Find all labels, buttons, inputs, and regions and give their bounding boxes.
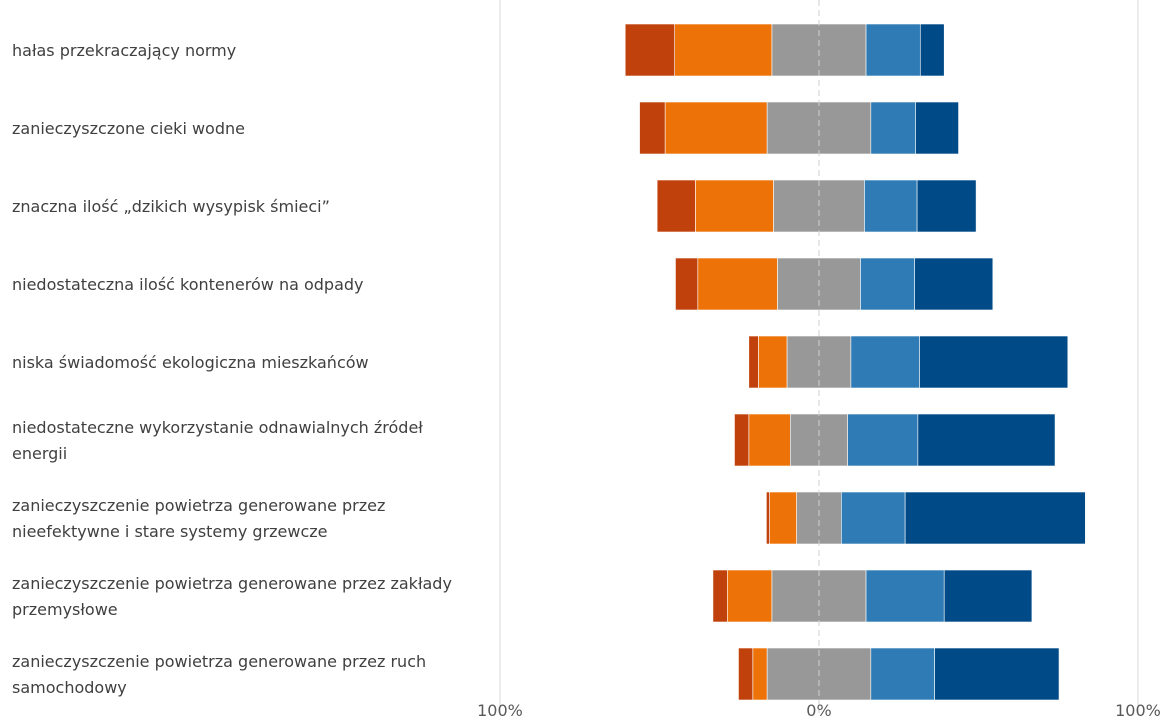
bar-row7-seg1 — [726, 569, 773, 623]
bar-row3-seg0 — [675, 257, 699, 311]
bar-row3-seg3 — [860, 257, 915, 311]
bar-row8-seg1 — [752, 647, 768, 701]
category-label-line: hałas przekraczający normy — [12, 41, 236, 60]
bar-row5-seg4 — [917, 413, 1056, 467]
bar-row2-seg4 — [916, 179, 977, 233]
bar-row2-seg0 — [656, 179, 696, 233]
category-label-line: przemysłowe — [12, 600, 118, 619]
x-tick-label: 100% — [477, 701, 523, 720]
bar-row1-seg0 — [639, 101, 666, 155]
category-label-line: zanieczyszczone cieki wodne — [12, 119, 245, 138]
bar-row1-seg4 — [915, 101, 959, 155]
category-label: hałas przekraczający normy — [12, 41, 236, 60]
bar-row1-seg3 — [870, 101, 916, 155]
bar-row0-seg4 — [919, 23, 945, 77]
category-labels: hałas przekraczający normy zanieczyszczon… — [12, 41, 452, 697]
bar-row1-seg1 — [664, 101, 768, 155]
bar-row7-seg0 — [712, 569, 728, 623]
category-label: zanieczyszczone cieki wodne — [12, 119, 245, 138]
bar-row7-seg3 — [865, 569, 945, 623]
bar-row8-seg0 — [738, 647, 754, 701]
bar-row5-seg0 — [734, 413, 750, 467]
bar-row8-seg4 — [934, 647, 1060, 701]
bar-row8-seg3 — [870, 647, 935, 701]
bar-row0-seg1 — [674, 23, 773, 77]
bar-row2-seg1 — [695, 179, 774, 233]
grid-lines — [499, 0, 1139, 713]
category-label-line: samochodowy — [12, 678, 127, 697]
category-label-line: niedostateczne wykorzystanie odnawialnyc… — [12, 418, 423, 437]
category-label-line: zanieczyszczenie powietrza generowane pr… — [12, 496, 385, 515]
category-label: zanieczyszczenie powietrza generowane pr… — [12, 496, 385, 541]
x-tick-label: 100% — [1115, 701, 1161, 720]
category-label-line: niedostateczna ilość kontenerów na odpad… — [12, 275, 364, 294]
bar-row6-seg4 — [904, 491, 1086, 545]
category-label-line: nieefektywne i stare systemy grzewcze — [12, 522, 328, 541]
category-label: znaczna ilość „dzikich wysypisk śmieci” — [12, 197, 330, 216]
bar-row6-seg3 — [841, 491, 906, 545]
category-label-line: znaczna ilość „dzikich wysypisk śmieci” — [12, 197, 330, 216]
bar-row5-seg3 — [847, 413, 919, 467]
x-axis-tick-labels: 100% 0% 100% — [477, 701, 1161, 720]
bar-row3-seg4 — [914, 257, 994, 311]
bar-row5-seg1 — [748, 413, 791, 467]
bar-row0-seg0 — [624, 23, 675, 77]
bar-row4-seg0 — [748, 335, 759, 389]
bars-layer — [624, 23, 1086, 701]
category-label: zanieczyszczenie powietrza generowane pr… — [12, 652, 426, 697]
category-label: niedostateczna ilość kontenerów na odpad… — [12, 275, 364, 294]
bar-row4-seg4 — [919, 335, 1069, 389]
category-label-line: zanieczyszczenie powietrza generowane pr… — [12, 574, 452, 593]
category-label: niska świadomość ekologiczna mieszkańców — [12, 353, 369, 372]
bar-row4-seg1 — [758, 335, 788, 389]
bar-row6-seg2 — [796, 491, 842, 545]
category-label-line: niska świadomość ekologiczna mieszkańców — [12, 353, 369, 372]
bar-row4-seg3 — [850, 335, 920, 389]
bar-row7-seg4 — [943, 569, 1033, 623]
category-label: niedostateczne wykorzystanie odnawialnyc… — [12, 418, 423, 463]
category-label-line: energii — [12, 444, 67, 463]
x-tick-label: 0% — [806, 701, 831, 720]
bar-row6-seg0 — [766, 491, 770, 545]
bar-row1-seg2 — [766, 101, 872, 155]
bar-row0-seg3 — [865, 23, 921, 77]
bar-row2-seg3 — [864, 179, 918, 233]
bar-row3-seg1 — [697, 257, 778, 311]
bar-row6-seg1 — [769, 491, 797, 545]
category-label: zanieczyszczenie powietrza generowane pr… — [12, 574, 452, 619]
category-label-line: zanieczyszczenie powietrza generowane pr… — [12, 652, 426, 671]
